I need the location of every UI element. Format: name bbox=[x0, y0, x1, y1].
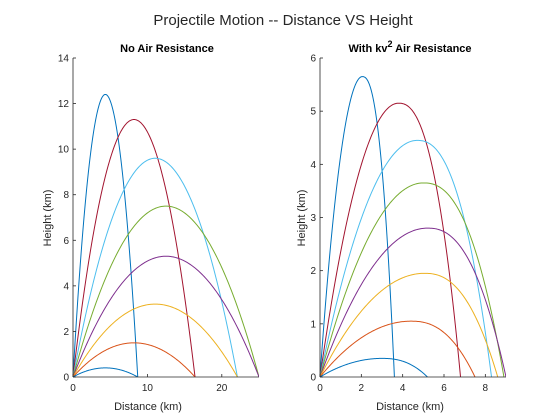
x-tick-label: 0 bbox=[317, 383, 323, 394]
series-line-7 bbox=[73, 342, 196, 377]
axes-title: No Air Resistance bbox=[120, 43, 214, 55]
y-tick-label: 2 bbox=[63, 327, 69, 338]
y-tick-label: 10 bbox=[58, 145, 70, 156]
y-axis-label: Height (km) bbox=[296, 190, 308, 247]
series-line-3 bbox=[73, 157, 238, 377]
figure-title: Projectile Motion -- Distance VS Height bbox=[153, 12, 413, 29]
series-line-1 bbox=[73, 93, 139, 377]
axes-title-superscript: 2 bbox=[387, 39, 392, 49]
series-line-8 bbox=[320, 357, 428, 377]
series-line-3 bbox=[320, 139, 493, 377]
y-tick-label: 12 bbox=[58, 99, 70, 110]
y-tick-label: 14 bbox=[58, 54, 70, 65]
y-tick-label: 2 bbox=[310, 266, 316, 277]
axes-title-suffix: Air Resistance bbox=[392, 43, 471, 55]
series-line-1 bbox=[320, 76, 395, 377]
x-axis-label: Distance (km) bbox=[114, 401, 182, 413]
axes-title-main: With kv bbox=[348, 43, 388, 55]
x-tick-label: 20 bbox=[216, 383, 228, 394]
series-group bbox=[320, 76, 506, 377]
series-group bbox=[73, 93, 259, 377]
y-tick-label: 4 bbox=[310, 160, 316, 171]
axes-title: With kv2 Air Resistance bbox=[348, 39, 471, 55]
y-tick-label: 5 bbox=[310, 107, 316, 118]
x-tick-label: 8 bbox=[483, 383, 489, 394]
y-tick-label: 3 bbox=[310, 213, 316, 224]
y-tick-label: 6 bbox=[63, 236, 69, 247]
series-line-4 bbox=[320, 182, 505, 377]
x-tick-label: 6 bbox=[441, 383, 447, 394]
series-line-8 bbox=[73, 367, 138, 377]
axes-with-air-resistance: With kv2 Air Resistance Distance (km) He… bbox=[296, 39, 506, 413]
series-line-6 bbox=[73, 303, 238, 377]
series-line-2 bbox=[320, 102, 462, 377]
x-axis-label: Distance (km) bbox=[376, 401, 444, 413]
x-tick-label: 2 bbox=[359, 383, 365, 394]
y-tick-label: 0 bbox=[63, 373, 69, 384]
series-line-7 bbox=[320, 320, 476, 377]
axes-no-air-resistance: No Air Resistance Distance (km) Height (… bbox=[42, 43, 259, 413]
y-tick-label: 1 bbox=[310, 319, 316, 330]
series-line-5 bbox=[73, 255, 259, 377]
series-line-2 bbox=[73, 119, 196, 377]
series-line-6 bbox=[320, 272, 499, 377]
y-tick-label: 6 bbox=[310, 54, 316, 65]
x-tick-label: 0 bbox=[70, 383, 76, 394]
y-axis-label: Height (km) bbox=[42, 190, 54, 247]
x-tick-label: 4 bbox=[400, 383, 406, 394]
series-line-4 bbox=[73, 205, 259, 377]
y-tick-label: 8 bbox=[63, 190, 69, 201]
series-line-5 bbox=[320, 227, 506, 377]
y-tick-label: 4 bbox=[63, 281, 69, 292]
x-tick-label: 10 bbox=[142, 383, 154, 394]
y-tick-label: 0 bbox=[310, 373, 316, 384]
